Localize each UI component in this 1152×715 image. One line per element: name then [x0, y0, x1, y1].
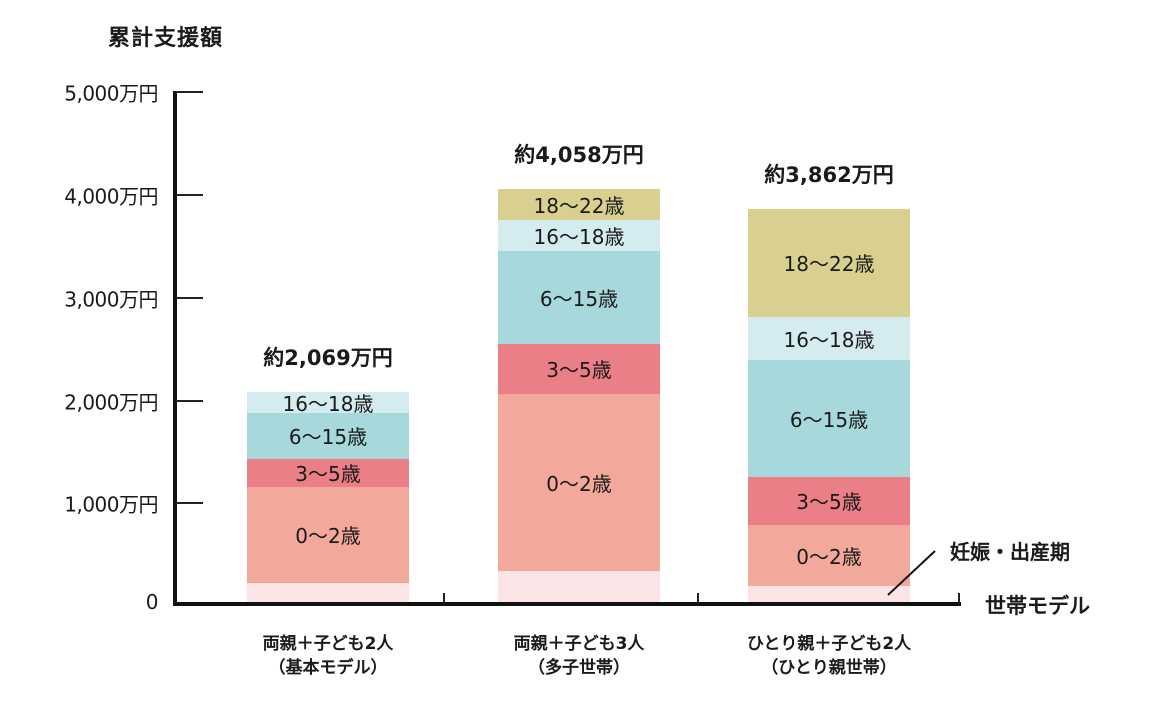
segment-label: 0〜2歳	[295, 524, 361, 549]
segment-label: 16〜18歳	[533, 225, 625, 249]
segment-label: 18〜22歳	[783, 252, 875, 277]
bar-3-segment: 6〜15歳	[748, 360, 910, 477]
bar-2: 0〜2歳 3〜5歳 6〜15歳 16〜18歳 18〜22歳	[498, 0, 660, 604]
bar-1: 0〜2歳 3〜5歳 6〜15歳 16〜18歳	[247, 0, 409, 604]
x-axis-end-tick	[958, 593, 960, 603]
bar-2-segment: 16〜18歳	[498, 220, 660, 251]
bar-1-segment: 6〜15歳	[247, 412, 409, 459]
y-tick-label-2000: 2,000万円	[64, 390, 158, 415]
pregnancy-annotation: 妊娠・出産期	[950, 540, 1070, 564]
segment-label: 6〜15歳	[789, 408, 869, 433]
y-tick-1000	[176, 502, 203, 504]
bar-1-segment: 0〜2歳	[247, 486, 409, 583]
segment-label: 6〜15歳	[539, 286, 619, 311]
segment-label: 3〜5歳	[295, 462, 361, 487]
segment-label: 3〜5歳	[546, 358, 612, 383]
bar-2-total-label: 約4,058万円	[514, 143, 644, 168]
y-tick-label-5000: 5,000万円	[64, 81, 158, 106]
bar-3: 0〜2歳 3〜5歳 6〜15歳 16〜18歳 18〜22歳	[748, 0, 910, 604]
segment-label: 16〜18歳	[282, 391, 374, 413]
bar-2-segment: 18〜22歳	[498, 189, 660, 221]
x-divider-tick-2	[697, 593, 699, 603]
category-label-1: 両親＋子ども2人 （基本モデル）	[208, 632, 448, 680]
bar-1-segment	[247, 582, 409, 604]
bar-3-segment: 18〜22歳	[748, 208, 910, 317]
y-axis-line	[173, 91, 177, 606]
pregnancy-leader-line	[887, 550, 936, 596]
segment-label: 18〜22歳	[533, 194, 625, 219]
segment-label: 6〜15歳	[288, 425, 368, 450]
category-label-1-line1: 両親＋子ども2人	[262, 634, 394, 654]
bar-2-segment: 3〜5歳	[498, 343, 660, 394]
category-label-3-line1: ひとり親＋子ども2人	[746, 634, 912, 654]
y-tick-label-1000: 1,000万円	[64, 492, 158, 517]
bar-3-total-label: 約3,862万円	[764, 162, 894, 187]
category-label-3-line2: （ひとり親世帯）	[761, 658, 897, 678]
y-tick-label-3000: 3,000万円	[64, 287, 158, 312]
bar-1-total-label: 約2,069万円	[263, 345, 393, 370]
bar-2-segment: 0〜2歳	[498, 393, 660, 571]
segment-label: 0〜2歳	[546, 471, 612, 496]
category-label-3: ひとり親＋子ども2人 （ひとり親世帯）	[709, 632, 949, 680]
x-divider-tick-1	[443, 593, 445, 603]
category-label-2-line1: 両親＋子ども3人	[513, 634, 645, 654]
y-axis-title: 累計支援額	[108, 26, 224, 51]
y-tick-5000	[176, 91, 203, 93]
x-axis-title: 世帯モデル	[985, 594, 1090, 618]
category-label-2: 両親＋子ども3人 （多子世帯）	[459, 632, 699, 680]
x-axis-line	[173, 602, 961, 606]
bar-3-segment: 3〜5歳	[748, 477, 910, 525]
segment-label: 16〜18歳	[783, 328, 875, 353]
category-label-1-line2: （基本モデル）	[268, 658, 388, 678]
bar-1-segment: 16〜18歳	[247, 391, 409, 413]
bar-3-segment: 16〜18歳	[748, 317, 910, 361]
y-tick-3000	[176, 297, 203, 299]
segment-label: 0〜2歳	[796, 544, 862, 569]
y-tick-2000	[176, 400, 203, 402]
y-tick-label-4000: 4,000万円	[64, 184, 158, 209]
bar-1-segment: 3〜5歳	[247, 458, 409, 487]
y-tick-label-0: 0	[145, 590, 159, 614]
bar-3-segment: 0〜2歳	[748, 524, 910, 586]
bar-2-segment	[498, 570, 660, 604]
y-tick-4000	[176, 194, 203, 196]
bar-3-segment	[748, 585, 910, 604]
bar-2-segment: 6〜15歳	[498, 250, 660, 344]
segment-label: 3〜5歳	[796, 490, 862, 515]
category-label-2-line2: （多子世帯）	[528, 658, 630, 678]
